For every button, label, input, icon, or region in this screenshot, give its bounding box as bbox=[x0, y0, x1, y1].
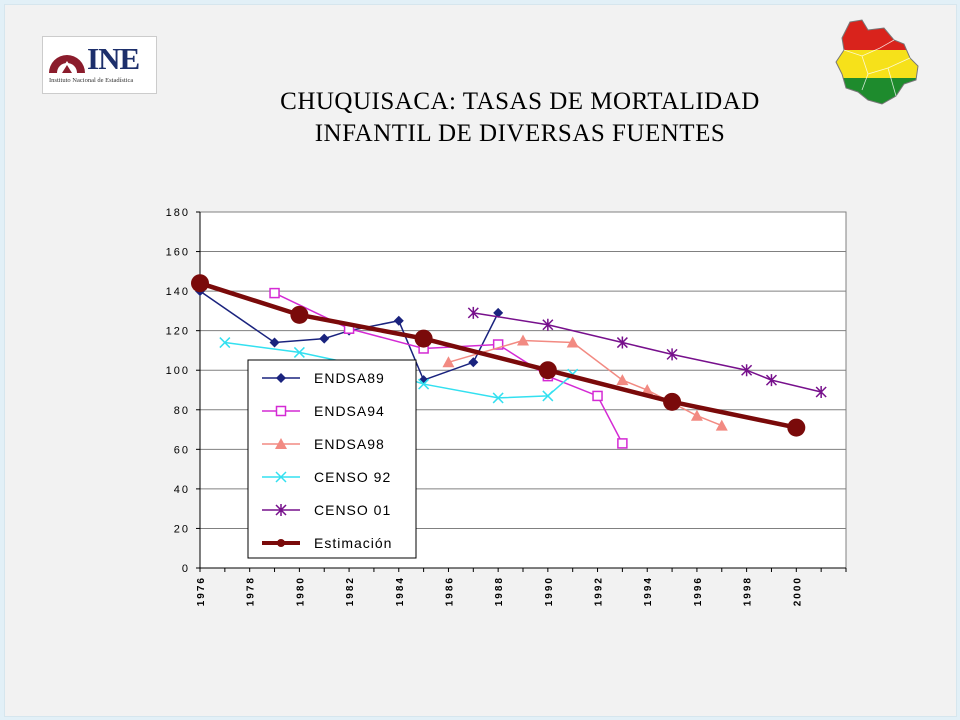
data-point bbox=[290, 305, 309, 324]
data-point bbox=[666, 348, 678, 361]
data-point bbox=[542, 318, 554, 331]
data-point bbox=[276, 373, 286, 383]
x-tick-label: 1990 bbox=[544, 576, 555, 606]
title-line-2: INFANTIL DE DIVERSAS FUENTES bbox=[314, 120, 726, 147]
series-line bbox=[199, 290, 499, 382]
ine-logo: INE Instituto Nacional de Estadística bbox=[42, 36, 157, 94]
data-point bbox=[492, 339, 504, 350]
y-tick-label: 80 bbox=[174, 405, 190, 417]
legend-label: Estimación bbox=[314, 535, 392, 551]
y-tick-label: 60 bbox=[174, 444, 190, 456]
data-point bbox=[617, 438, 628, 449]
data-point bbox=[414, 329, 433, 348]
series-endsa98 bbox=[442, 334, 728, 431]
ine-logo-subtitle: Instituto Nacional de Estadística bbox=[49, 77, 134, 84]
y-tick-label: 20 bbox=[174, 523, 190, 535]
bolivia-map-icon bbox=[835, 19, 919, 105]
data-point bbox=[191, 274, 209, 293]
data-point bbox=[616, 374, 629, 386]
data-point bbox=[517, 334, 529, 346]
data-point bbox=[663, 392, 682, 411]
data-point bbox=[715, 419, 728, 431]
data-point bbox=[275, 504, 287, 516]
series-estimaci-n bbox=[191, 274, 806, 437]
x-tick-label: 1988 bbox=[494, 576, 505, 606]
title-line-1: CHUQUISACA: TASAS DE MORTALIDAD bbox=[280, 88, 760, 115]
y-tick-label: 100 bbox=[166, 365, 190, 377]
data-point bbox=[493, 307, 504, 318]
data-point bbox=[815, 385, 827, 398]
x-tick-label: 1998 bbox=[743, 576, 754, 606]
y-tick-label: 180 bbox=[166, 207, 190, 219]
data-point bbox=[566, 336, 579, 348]
data-point bbox=[293, 346, 305, 358]
y-tick-label: 120 bbox=[166, 326, 190, 338]
ine-logo-name: INE bbox=[87, 41, 140, 76]
x-tick-label: 1978 bbox=[246, 576, 257, 606]
x-tick-label: 1982 bbox=[345, 576, 356, 606]
y-tick-label: 160 bbox=[166, 247, 190, 259]
data-point bbox=[468, 357, 479, 368]
x-tick-label: 1994 bbox=[643, 576, 654, 606]
legend-label: ENDSA94 bbox=[314, 403, 385, 419]
data-point bbox=[269, 287, 280, 299]
x-tick-label: 1992 bbox=[594, 576, 605, 606]
data-point bbox=[492, 392, 504, 404]
y-tick-label: 0 bbox=[182, 563, 190, 575]
data-point bbox=[765, 374, 777, 387]
x-tick-label: 1984 bbox=[395, 576, 406, 606]
x-tick-label: 1976 bbox=[196, 576, 207, 606]
data-point bbox=[275, 438, 287, 449]
legend-label: CENSO 01 bbox=[314, 502, 391, 518]
y-tick-label: 40 bbox=[174, 484, 190, 496]
x-tick-label: 1980 bbox=[295, 576, 306, 606]
data-point bbox=[219, 337, 231, 349]
y-tick-label: 140 bbox=[166, 286, 190, 298]
legend-label: ENDSA89 bbox=[314, 370, 385, 386]
legend-marker bbox=[277, 539, 285, 547]
x-tick-label: 1986 bbox=[444, 576, 455, 606]
legend-label: ENDSA98 bbox=[314, 436, 385, 452]
data-point bbox=[538, 361, 557, 380]
legend-box bbox=[247, 359, 417, 559]
data-point bbox=[442, 356, 455, 368]
data-point bbox=[690, 409, 703, 421]
data-point bbox=[275, 405, 287, 417]
ine-logo-icon bbox=[49, 55, 85, 73]
data-point bbox=[741, 364, 753, 377]
data-point bbox=[269, 337, 280, 348]
legend: ENDSA89 ENDSA94 ENDSA98 CENSO 92 CENSO 01 Est… bbox=[247, 359, 417, 559]
data-point bbox=[592, 390, 603, 402]
data-point bbox=[418, 378, 430, 390]
x-tick-label: 2000 bbox=[792, 576, 803, 606]
data-point bbox=[467, 306, 479, 319]
data-point bbox=[275, 471, 287, 483]
series-censo-01 bbox=[467, 306, 827, 398]
data-point bbox=[542, 390, 554, 402]
x-tick-label: 1996 bbox=[693, 576, 704, 606]
series-line bbox=[199, 281, 797, 430]
data-point bbox=[393, 315, 404, 326]
legend-label: CENSO 92 bbox=[314, 469, 391, 485]
data-point bbox=[641, 384, 654, 395]
data-point bbox=[319, 333, 330, 344]
data-point bbox=[616, 336, 628, 349]
data-point bbox=[787, 418, 806, 437]
